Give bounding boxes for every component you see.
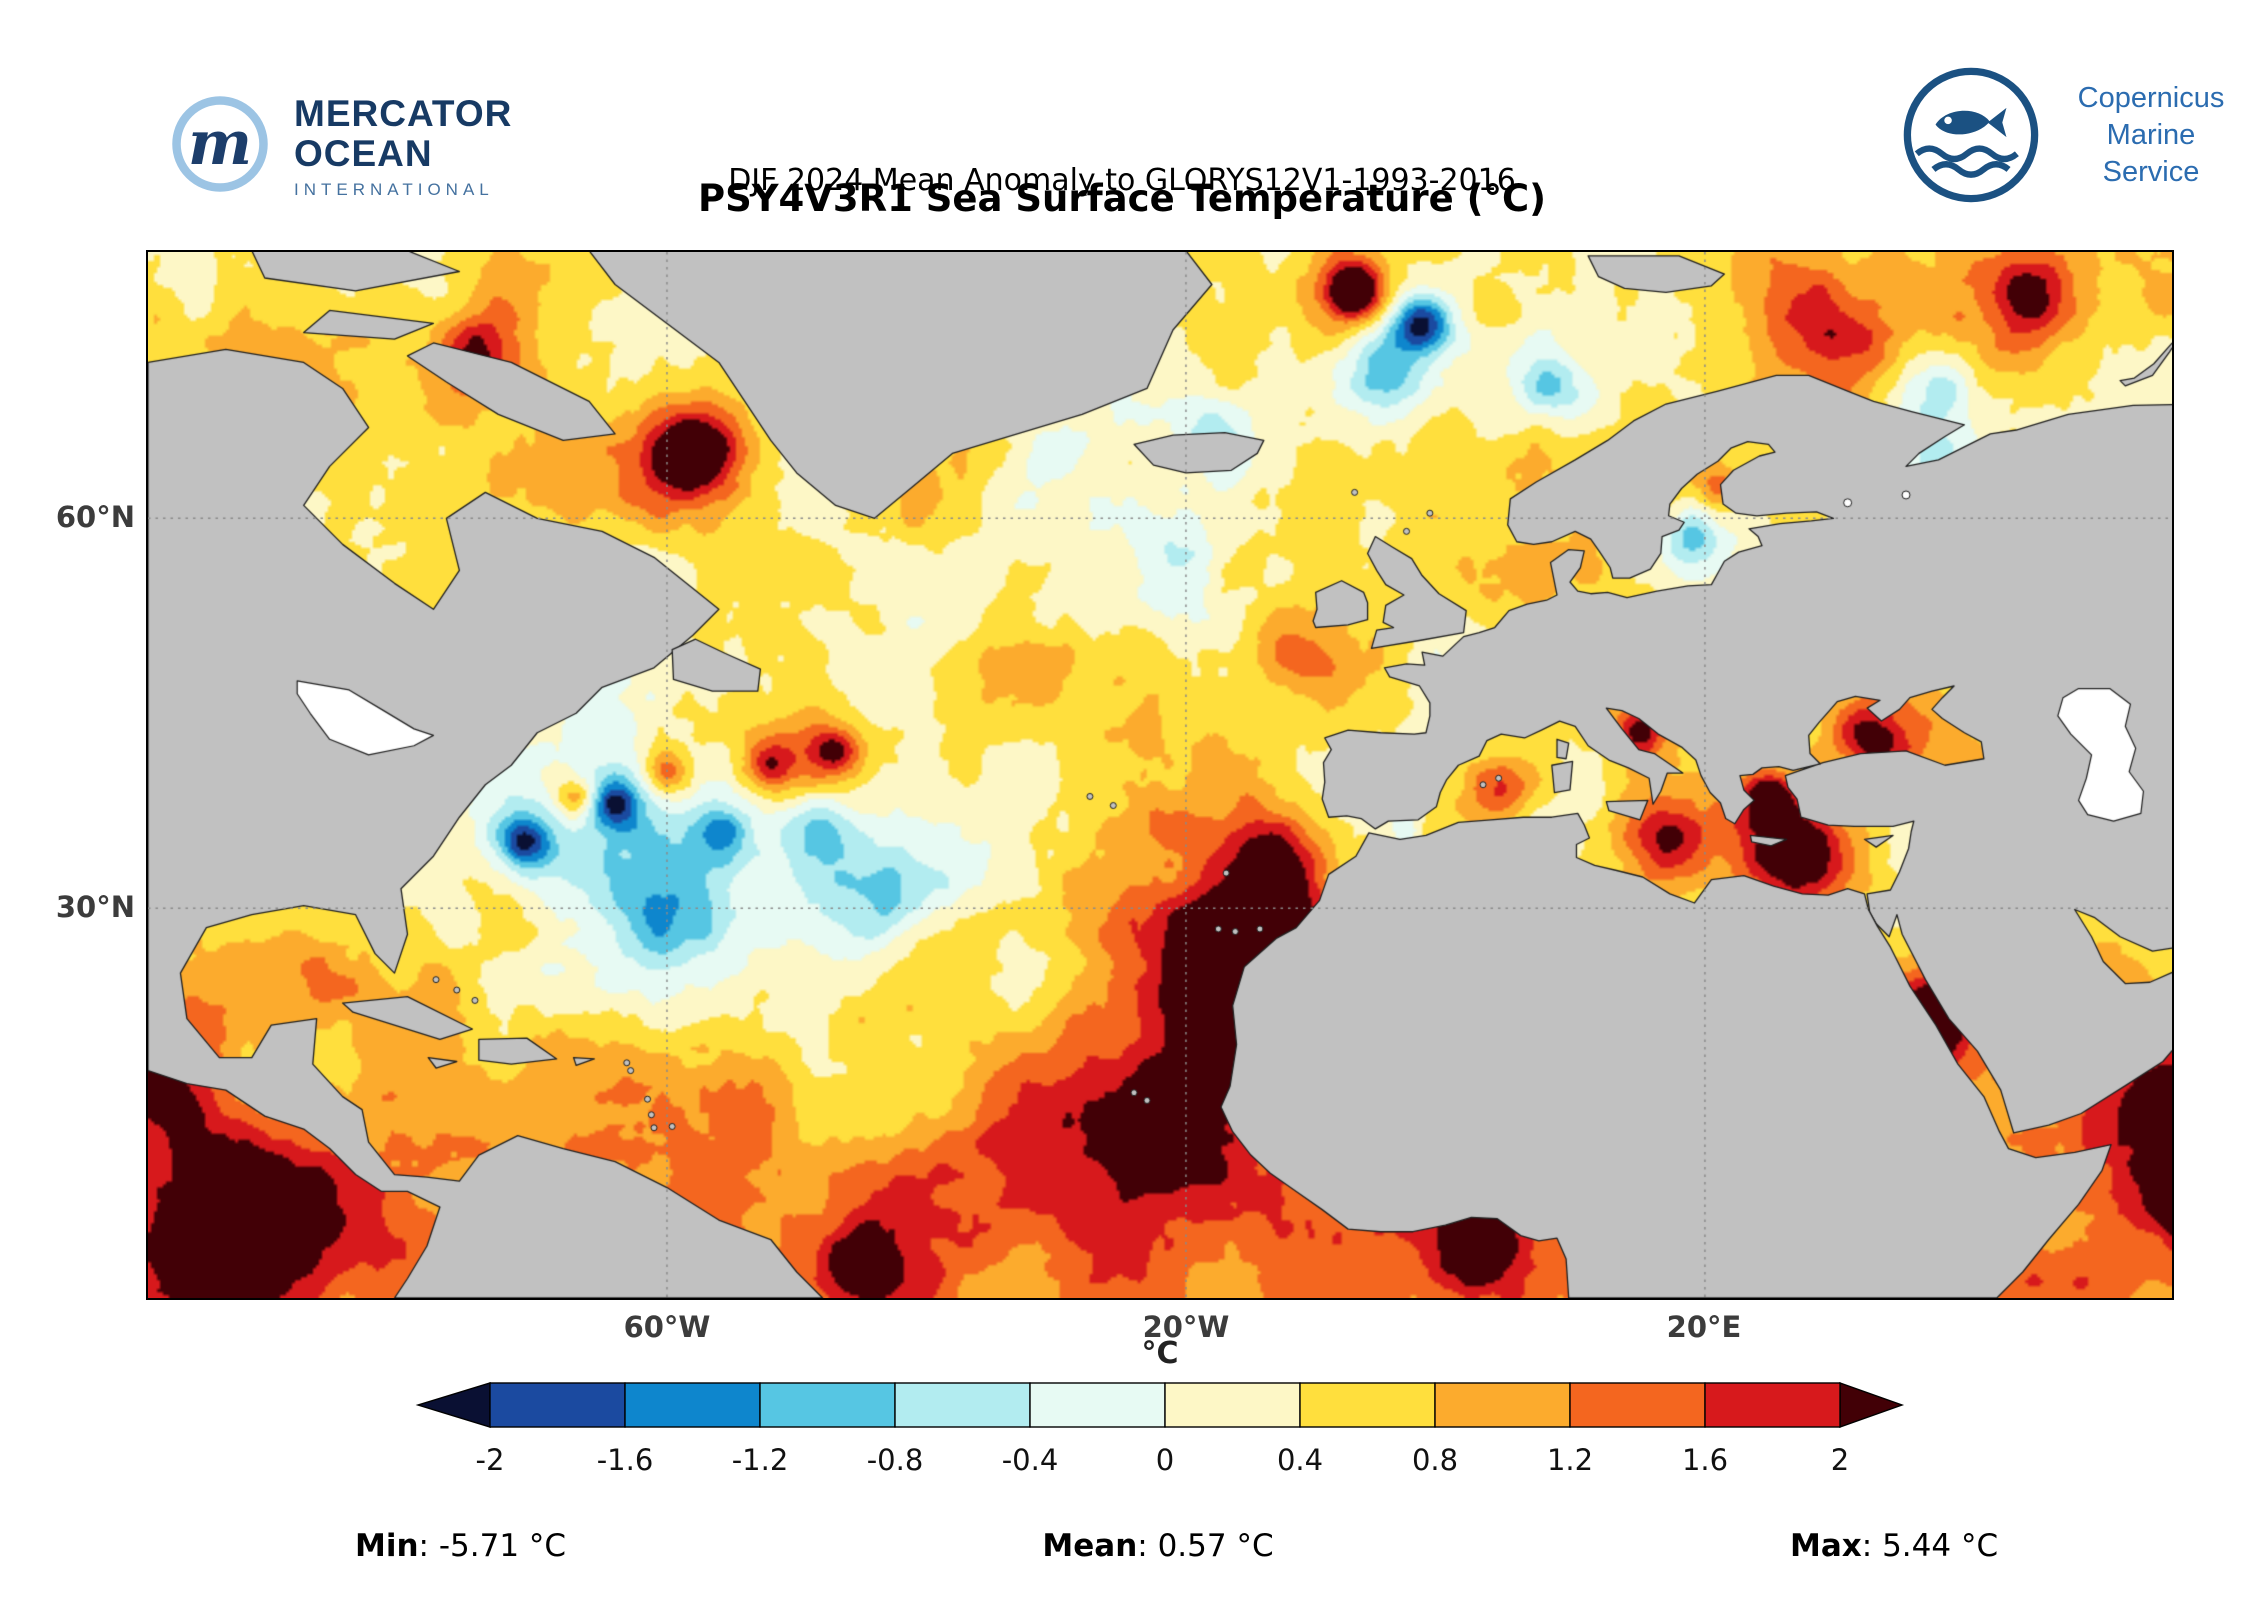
stat-min-label: Min: [355, 1528, 419, 1564]
fish-eye: [1944, 116, 1952, 125]
map-canvas: [146, 250, 2174, 1300]
colorbar-tick-label: -0.8: [867, 1443, 924, 1477]
colorbar-segment: [624, 1382, 761, 1428]
colorbar-segment: [1704, 1382, 1841, 1428]
stat-max-value: : 5.44 °C: [1861, 1528, 1999, 1564]
copernicus-logo-line1: Copernicus: [2077, 81, 2225, 114]
y-axis-label-60n: 60°N: [55, 500, 135, 534]
colorbar-tick-label: 0.4: [1277, 1443, 1323, 1477]
fish-tail: [1987, 107, 2007, 138]
mercator-logo-line3: INTERNATIONAL: [294, 180, 494, 199]
stat-mean: Mean: 0.57 °C: [1042, 1528, 1273, 1564]
colorbar-segment: [1164, 1382, 1301, 1428]
mercator-ocean-logo: m MERCATOR OCEAN INTERNATIONAL: [168, 92, 708, 212]
colorbar-over-arrow: [1839, 1382, 1905, 1428]
mercator-logo-text: MERCATOR OCEAN INTERNATIONAL: [294, 92, 512, 200]
logo-ring: [1903, 67, 2039, 203]
colorbar-segment: [894, 1382, 1031, 1428]
colorbar-segment: [1434, 1382, 1571, 1428]
copernicus-logo-icon: [1903, 67, 2039, 203]
colorbar-tick-label: 1.2: [1547, 1443, 1593, 1477]
wave-line-1: [1914, 145, 2019, 163]
colorbar-tick-label: -0.4: [1002, 1443, 1059, 1477]
colorbar-tick-label: -2: [476, 1443, 505, 1477]
mercator-logo-line2: OCEAN: [294, 133, 433, 174]
x-axis-label-20e: 20°E: [1666, 1310, 1742, 1344]
colorbar-segment: [759, 1382, 896, 1428]
colorbar-segment: [1569, 1382, 1706, 1428]
colorbar-segment: [1299, 1382, 1436, 1428]
colorbar-tick-label: 1.6: [1682, 1443, 1728, 1477]
colorbar: -2 -1.6 -1.2 -0.8 -0.4 0 0.4 0.8 1.2 1.6 2: [415, 1382, 1905, 1477]
wave-line-2: [1931, 161, 2011, 178]
stat-max: Max: 5.44 °C: [1790, 1528, 1998, 1564]
logo-m-glyph: m: [188, 108, 252, 179]
stat-max-label: Max: [1790, 1528, 1862, 1564]
fish-body: [1935, 110, 1990, 135]
y-axis-label-30n: 30°N: [55, 890, 135, 924]
colorbar-tick-label: 2: [1831, 1443, 1849, 1477]
mercator-logo-line1: MERCATOR: [294, 93, 513, 134]
stat-mean-value: : 0.57 °C: [1137, 1528, 1274, 1564]
copernicus-logo-line2: Marine Service: [2102, 118, 2200, 188]
colorbar-segment: [489, 1382, 626, 1428]
stat-min: Min: -5.71 °C: [355, 1528, 566, 1564]
figure-title: PSY4V3R1 Sea Surface Temperature (°C): [697, 177, 1547, 220]
colorbar-segment: [1029, 1382, 1166, 1428]
colorbar-tick-label: 0: [1156, 1443, 1174, 1477]
x-axis-label-20w: 20°W: [1142, 1310, 1230, 1344]
copernicus-logo-text: Copernicus Marine Service: [2058, 80, 2244, 191]
colorbar-tick-label: -1.6: [597, 1443, 654, 1477]
stat-mean-label: Mean: [1042, 1528, 1138, 1564]
figure-subtitle: DJF 2024 Mean Anomaly to GLORYS12V1-1993…: [728, 163, 1516, 198]
colorbar-tick-label: 0.8: [1412, 1443, 1458, 1477]
colorbar-label: °C: [1141, 1336, 1179, 1371]
mercator-logo-icon: m: [172, 96, 268, 192]
stat-min-value: : -5.71 °C: [418, 1528, 567, 1564]
colorbar-tick-label: -1.2: [732, 1443, 789, 1477]
x-axis-label-60w: 60°W: [623, 1310, 711, 1344]
logo-circle: [172, 96, 268, 192]
colorbar-under-arrow: [415, 1382, 491, 1428]
copernicus-logo: Copernicus Marine Service: [1898, 60, 2244, 210]
